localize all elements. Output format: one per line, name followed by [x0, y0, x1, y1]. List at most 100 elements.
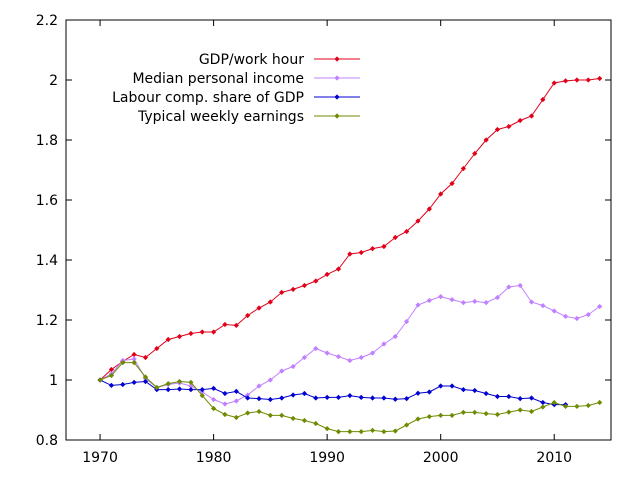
data-point	[472, 298, 478, 305]
data-point	[267, 412, 273, 419]
data-point	[324, 271, 330, 278]
data-point	[392, 428, 398, 434]
data-point	[165, 386, 171, 393]
data-point	[120, 381, 126, 388]
data-point	[381, 428, 387, 435]
data-point	[313, 345, 319, 352]
data-point	[313, 395, 319, 401]
data-point	[528, 299, 535, 305]
series-lines	[97, 75, 603, 435]
data-point	[267, 377, 273, 383]
series-line	[99, 284, 600, 405]
data-point	[131, 359, 137, 366]
data-point	[426, 389, 432, 395]
data-point	[381, 341, 387, 347]
y-tick-label: 1	[49, 373, 58, 389]
legend-marker	[334, 75, 340, 81]
data-point	[404, 318, 410, 325]
data-point	[199, 329, 205, 335]
data-point	[210, 385, 217, 392]
data-point	[222, 411, 228, 418]
data-point	[222, 390, 228, 397]
data-point	[210, 329, 217, 335]
y-tick-label: 2	[49, 73, 58, 89]
y-tick-label: 1.4	[36, 253, 58, 269]
y-tick-label: 1.8	[36, 133, 58, 149]
data-point	[415, 416, 421, 422]
data-point	[472, 387, 478, 394]
data-point	[279, 368, 285, 374]
data-point	[506, 393, 512, 400]
legend-label: Typical weekly earnings	[137, 109, 304, 125]
data-point	[279, 412, 285, 419]
legend-marker	[334, 56, 340, 62]
y-tick-label: 0.8	[36, 433, 58, 449]
x-tick-label: 1970	[82, 450, 118, 466]
data-point	[404, 395, 410, 402]
legend-marker	[334, 94, 340, 100]
data-point	[528, 113, 535, 119]
data-point	[154, 384, 160, 391]
data-point	[483, 299, 489, 306]
data-point	[438, 412, 444, 419]
data-point	[585, 402, 591, 409]
data-point	[245, 312, 251, 319]
data-point	[494, 294, 501, 301]
data-point	[188, 386, 194, 393]
data-point	[562, 313, 569, 320]
x-tick-label: 1980	[196, 450, 232, 466]
legend-label: Labour comp. share of GDP	[112, 90, 304, 106]
data-point	[245, 395, 251, 401]
data-point	[142, 374, 149, 380]
data-point	[199, 392, 205, 399]
data-point	[415, 390, 421, 396]
data-point	[438, 383, 444, 389]
data-point	[245, 410, 251, 416]
data-point	[540, 302, 546, 309]
data-point	[460, 299, 467, 306]
data-point	[597, 75, 603, 82]
data-point	[199, 386, 205, 393]
data-point	[165, 336, 171, 343]
data-point	[358, 249, 364, 256]
data-point	[528, 395, 535, 401]
data-point	[358, 394, 364, 401]
data-point	[517, 117, 523, 124]
data-point	[233, 414, 239, 421]
data-point	[222, 321, 228, 328]
data-point	[142, 378, 149, 385]
data-point	[290, 392, 296, 398]
data-point	[574, 403, 580, 410]
data-point	[404, 422, 410, 428]
series-median-personal-income	[97, 282, 603, 407]
data-point	[460, 165, 467, 172]
data-point	[449, 383, 455, 389]
data-point	[404, 228, 410, 235]
data-point	[131, 351, 137, 358]
data-point	[324, 394, 330, 401]
data-point	[369, 245, 376, 252]
data-point	[222, 401, 228, 407]
data-point	[574, 315, 580, 322]
data-point	[120, 359, 126, 366]
data-point	[324, 350, 330, 356]
data-point	[585, 311, 591, 318]
y-tick-label: 1.6	[36, 193, 58, 209]
y-tick-labels: 0.8 1 1.2 1.4 1.6 1.8 2 2.2	[36, 13, 58, 449]
data-point	[301, 354, 308, 361]
data-point	[256, 305, 262, 311]
data-point	[597, 303, 603, 310]
data-point	[176, 386, 183, 392]
data-point	[506, 284, 512, 290]
y-tick-label: 1.2	[36, 313, 58, 329]
data-point	[290, 415, 296, 422]
data-point	[176, 378, 183, 385]
data-point	[562, 78, 569, 84]
data-point	[381, 395, 387, 401]
data-point	[528, 408, 535, 415]
data-point	[517, 395, 523, 402]
data-point	[301, 417, 308, 424]
data-point	[358, 428, 364, 435]
data-point	[256, 395, 262, 402]
data-point	[335, 428, 342, 435]
